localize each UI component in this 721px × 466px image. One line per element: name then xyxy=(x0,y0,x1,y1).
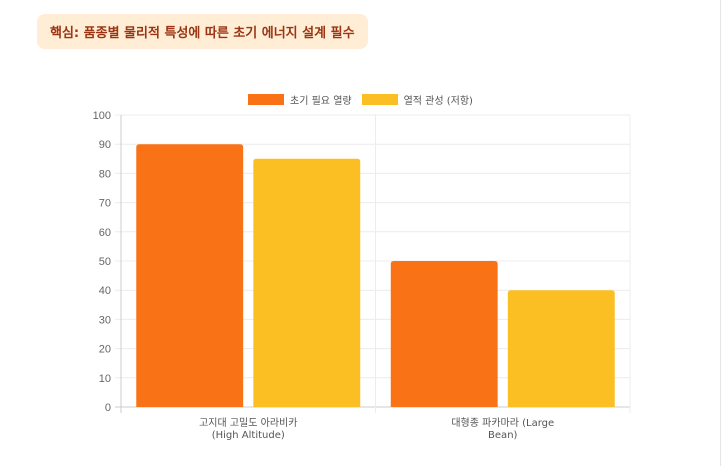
y-tick-label: 30 xyxy=(99,314,111,326)
bar-1-1 xyxy=(136,144,244,407)
key-insight-callout: 핵심: 품종별 물리적 특성에 따른 초기 에너지 설계 필수 xyxy=(37,14,368,49)
y-tick-label: 10 xyxy=(99,373,111,385)
chart-legend: 초기 필요 열량 열적 관성 (저항) xyxy=(0,92,721,107)
legend-swatch-series-2 xyxy=(361,94,398,105)
x-category-label: 고지대 고밀도 아라비카 xyxy=(199,417,297,429)
bar-2-1 xyxy=(253,158,361,407)
y-tick-label: 40 xyxy=(99,285,111,297)
legend-label-series-2: 열적 관성 (저항) xyxy=(403,96,473,107)
y-tick-label: 70 xyxy=(99,198,111,210)
y-tick-label: 0 xyxy=(105,402,111,414)
y-tick-label: 60 xyxy=(99,227,111,239)
legend-item-series-2[interactable]: 열적 관성 (저항) xyxy=(361,92,473,107)
y-tick-label: 80 xyxy=(99,168,111,180)
callout-text: 핵심: 품종별 물리적 특성에 따른 초기 에너지 설계 필수 xyxy=(50,26,355,41)
y-tick-label: 100 xyxy=(93,110,111,122)
y-tick-label: 90 xyxy=(99,139,111,151)
x-category-label: (High Altitude) xyxy=(212,430,285,441)
bar-1-2 xyxy=(390,261,498,407)
x-category-label: 대형종 파카마라 (Large xyxy=(451,417,554,429)
y-tick-label: 50 xyxy=(99,256,111,268)
legend-label-series-1: 초기 필요 열량 xyxy=(290,96,352,107)
bar-2-2 xyxy=(507,290,615,407)
y-tick-label: 20 xyxy=(99,344,111,356)
legend-item-series-1[interactable]: 초기 필요 열량 xyxy=(248,92,352,107)
legend-swatch-series-1 xyxy=(248,94,285,105)
x-category-label: Bean) xyxy=(488,430,517,441)
